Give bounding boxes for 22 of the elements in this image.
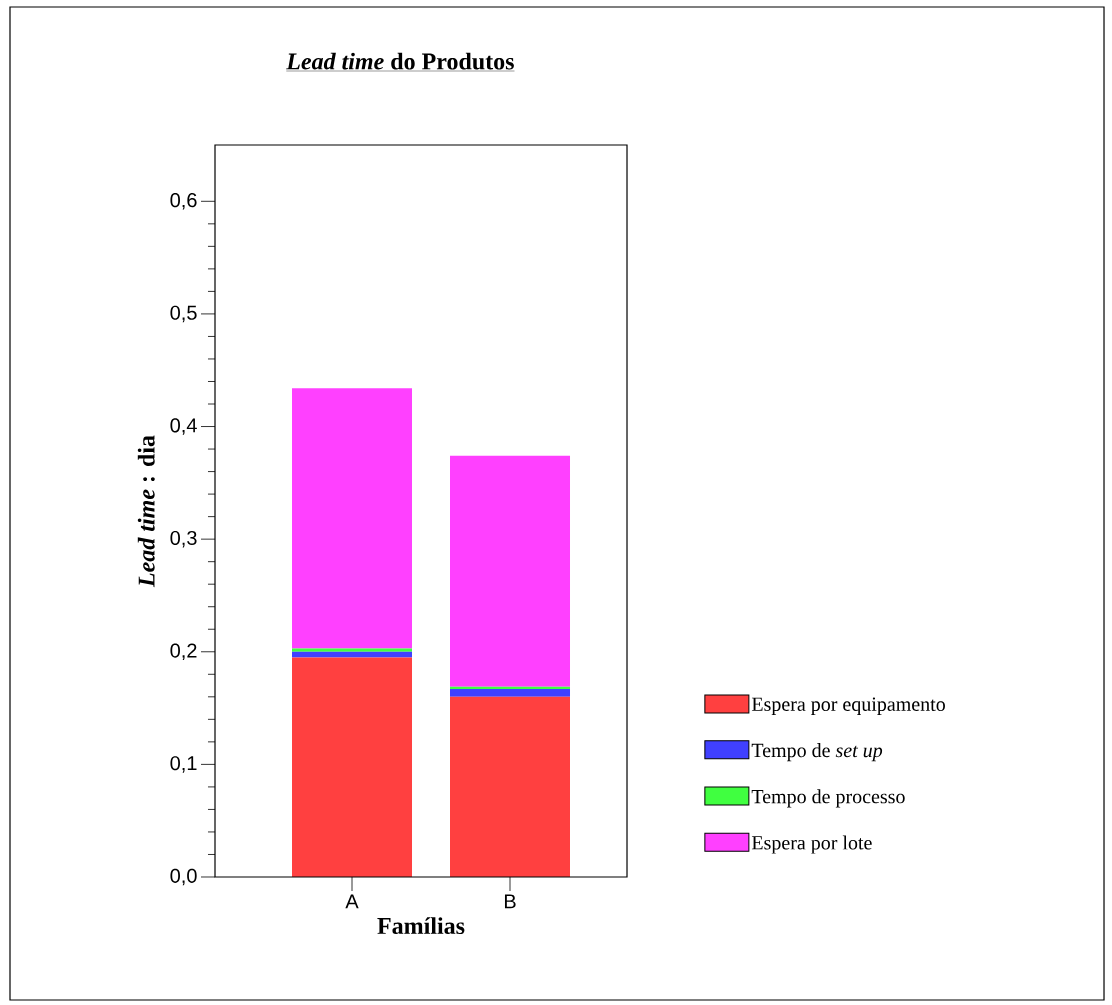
x-tick-label: A [345,894,359,909]
x-axis-title: Famílias [377,917,465,935]
y-tick-label: 0,0 [170,868,197,886]
legend-label: Espera por lote [751,835,872,854]
legend-label: Tempo de set up [751,743,883,762]
y-tick-label: 0,4 [170,418,197,435]
bar [292,648,413,652]
y-tick-label: 0,6 [170,193,197,210]
y-tick-label: 0,2 [170,643,197,661]
bar [292,388,413,649]
bar [292,657,413,877]
legend-label: Tempo de processo [751,789,905,808]
x-tick-label: B [504,894,516,909]
y-tick-label: 0,1 [170,756,197,773]
y-axis-title: Lead time : dia [137,435,155,588]
bar [450,696,571,877]
legend-label: Espera por equipamento [751,697,945,716]
bar [450,455,571,687]
y-tick-label: 0,5 [170,305,197,323]
y-tick-label: 0,3 [170,530,197,548]
bar [450,688,571,697]
chart-title: Lead time do Produtos [286,52,514,70]
